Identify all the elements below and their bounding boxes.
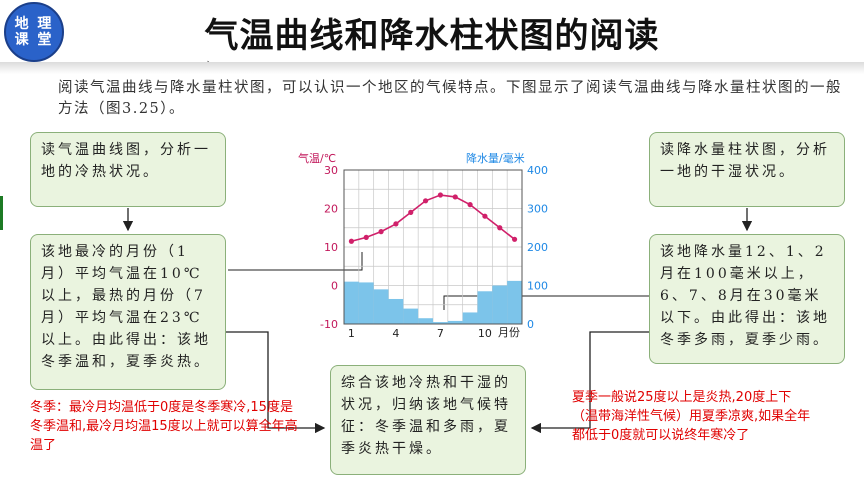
y-right-tick-label: 300 [527,203,548,216]
x-axis-label: 月份 [498,326,520,339]
x-tick-label: 4 [392,327,399,340]
y-left-tick-label: 30 [324,164,338,177]
box-climate-summary: 综合该地冷热和干湿的状况，归纳该地气候特征：冬季温和多雨，夏季炎热干燥。 [330,365,526,475]
note-winter: 冬季：最冷月均温低于0度是冬季寒冷,15度是冬季温和,最冷月均温15度以上就可以… [30,400,298,453]
arrow-left-to-summary [226,331,326,434]
temp-point [408,209,414,215]
temp-point [511,236,518,242]
box-temperature-analysis: 该地最冷的月份（1月）平均气温在10℃以上，最热的月份（7月）平均气温在23℃以… [30,234,226,390]
precip-bar [462,312,478,324]
precip-bar [447,320,463,324]
precip-bar [418,318,433,324]
y-left-tick-label: -10 [320,318,338,331]
y-right-tick-label: 400 [527,164,548,177]
logo-line1: 地 理 [14,16,54,32]
temp-point [482,213,488,219]
box-read-precipitation: 读降水量柱状图，分析一地的干湿状况。 [649,132,845,207]
y-right-tick-label: 0 [527,318,534,331]
y-left-tick-label: 20 [324,203,338,216]
y-axis-right-label: 降水量/毫米 [466,151,525,165]
temp-point [393,221,399,227]
box-read-temperature: 读气温曲线图，分析一地的冷热状况。 [30,132,226,207]
pointer-line-precipitation [443,295,649,310]
x-tick-label: 1 [348,327,355,340]
intro-text: 阅读气温曲线与降水量柱状图，可以认识一个地区的气候特点。下图显示了阅读气温曲线与… [58,80,842,117]
y-left-tick-label: 0 [331,280,338,293]
precip-bar [358,282,374,324]
precip-bar [433,322,448,324]
temp-point [437,192,444,198]
temp-point [363,234,369,240]
chart-frame [343,169,523,325]
note-summer: 夏季一般说25度以上是炎热,20度上下（温带海洋性气候）用夏季凉爽,如果全年都低… [572,390,811,443]
y-right-tick-label: 200 [527,241,548,254]
precip-bar [492,285,508,324]
temp-point [422,198,429,204]
y-axis-left-label: 气温/℃ [298,151,336,165]
precip-bar [388,298,404,324]
title-divider [0,62,864,74]
temp-point [452,194,458,200]
y-left-tick-label: 10 [324,241,338,254]
left-edge-marker [0,196,3,230]
box-precipitation-analysis: 该地降水量12、1、2月在100毫米以上，6、7、8月在30毫米以下。由此得出：… [649,234,845,364]
precip-bar [477,291,493,324]
x-tick-label: 7 [437,327,444,340]
pointer-line-temperature [228,252,363,271]
precip-bar [373,289,389,324]
precip-bar [507,280,522,324]
temperature-curve [351,194,516,242]
precip-bar [344,281,359,324]
temp-point [497,225,503,231]
temperature-points [348,192,518,244]
logo: 地 理 课 堂 [4,2,64,62]
x-tick-label: 10 [478,327,492,340]
precip-bar [403,308,419,324]
temp-point [348,238,355,244]
precipitation-bars [344,280,522,324]
y-right-tick-label: 100 [527,280,548,293]
page-title: 气温曲线和降水柱状图的阅读 [204,16,660,56]
temp-point [378,229,384,235]
logo-line2: 课 堂 [14,32,54,48]
arrow-right-to-summary [530,331,649,434]
temp-point [467,202,473,208]
